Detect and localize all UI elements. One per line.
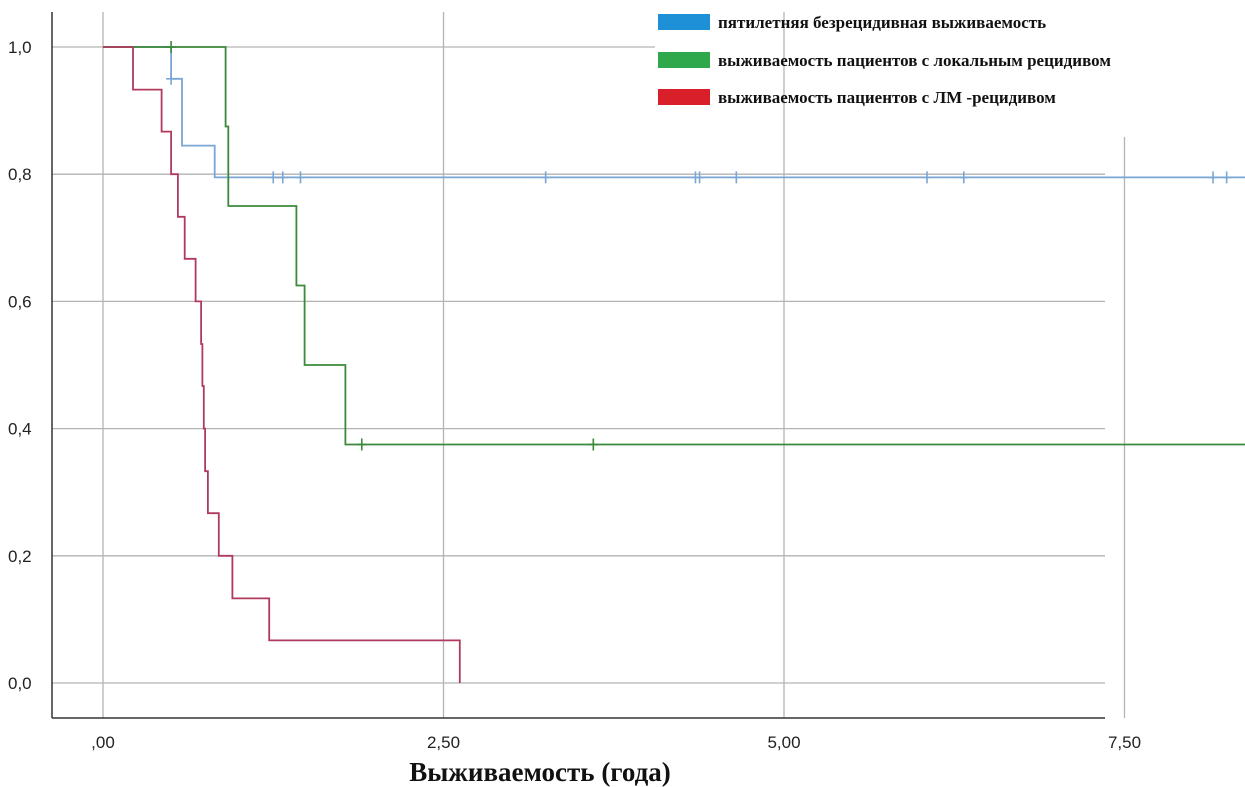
series-line-2: [103, 46, 1245, 446]
y-tick-label: 0,2: [8, 547, 32, 566]
y-tick-label: 0,0: [8, 674, 32, 693]
y-tick-labels: 0,0 0,2 0,4 0,6 0,8 1,0: [8, 38, 32, 693]
legend-label-2: выживаемость пациентов с локальным рецид…: [718, 51, 1111, 70]
series-lines: [103, 41, 1245, 683]
legend: пятилетняя безрецидивная выживаемость выж…: [658, 13, 1111, 107]
legend-swatch-1: [658, 14, 710, 30]
x-tick-label: 5,00: [767, 733, 800, 752]
legend-swatch-2: [658, 52, 710, 68]
axes: [51, 12, 1105, 719]
x-tick-labels: ,002,505,007,5010,0012,50: [91, 733, 1141, 752]
x-tick-label: 2,50: [427, 733, 460, 752]
y-tick-label: 0,6: [8, 292, 32, 311]
legend-label-3: выживаемость пациентов с ЛМ -рецидивом: [718, 88, 1056, 107]
y-tick-label: 0,8: [8, 165, 32, 184]
x-tick-label: 7,50: [1108, 733, 1141, 752]
legend-swatch-3: [658, 89, 710, 105]
y-tick-label: 1,0: [8, 38, 32, 57]
y-tick-label: 0,4: [8, 420, 32, 439]
grid-lines: [52, 12, 1126, 718]
legend-label-1: пятилетняя безрецидивная выживаемость: [718, 13, 1046, 32]
series-line-3: [103, 46, 461, 683]
x-axis-label: Выживаемость (года): [409, 757, 671, 787]
x-tick-label: ,00: [91, 733, 115, 752]
